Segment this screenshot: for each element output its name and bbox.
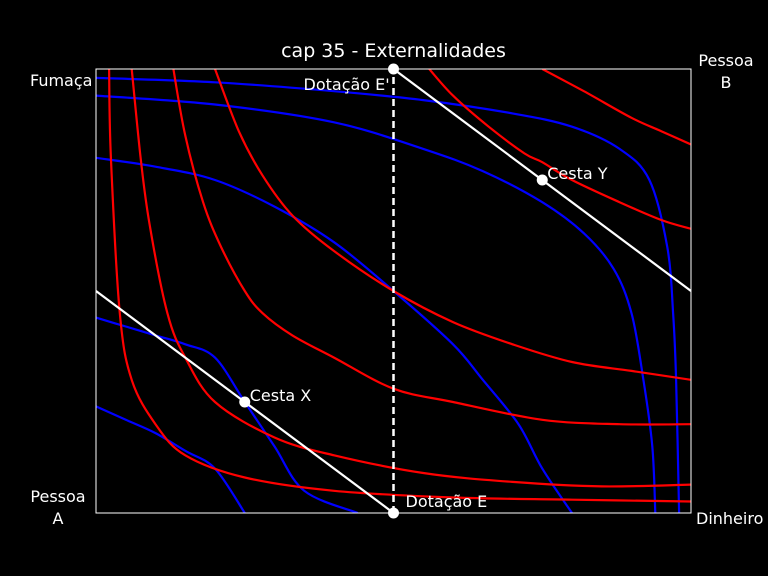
- point-marker-2: [536, 174, 548, 186]
- point-label-2: Cesta Y: [547, 164, 608, 183]
- indifference-curve-a-4: [213, 69, 691, 381]
- axis-label-top-left: Fumaça: [30, 71, 93, 90]
- indifference-curve-a-5: [428, 69, 691, 230]
- chart-title: cap 35 - Externalidades: [281, 40, 506, 62]
- point-label-1: Cesta X: [250, 386, 312, 405]
- axis-label-bottom-right: Dinheiro: [696, 509, 764, 528]
- indifference-curve-a-6: [541, 69, 691, 146]
- corner-bottom-left-line1: Pessoa: [30, 487, 86, 506]
- point-label-3: Dotação E: [406, 492, 488, 511]
- corner-top-right-line1: Pessoa: [698, 51, 754, 70]
- indifference-curve-a-3: [172, 69, 691, 426]
- point-marker-4: [388, 63, 399, 75]
- indifference-curve-a-1: [108, 69, 691, 503]
- corner-bottom-left-line2: A: [52, 509, 64, 528]
- point-label-4: Dotação E': [304, 75, 390, 94]
- indifference-curve-b-1: [96, 405, 246, 513]
- point-marker-1: [239, 396, 251, 408]
- corner-top-right-line2: B: [720, 73, 732, 92]
- indifference-curve-a-2: [130, 69, 691, 488]
- axis-label-top-right: Pessoa B: [696, 50, 756, 94]
- indifference-curve-b-3: [96, 156, 573, 513]
- point-marker-3: [388, 507, 399, 519]
- marks-layer: Cesta X Cesta Y Dotação E Dotação E': [239, 63, 608, 519]
- axis-label-bottom-left: Pessoa A: [28, 486, 88, 530]
- indifference-curve-b-4: [96, 94, 657, 513]
- plot-area: [96, 69, 691, 513]
- indifference-curve-b-5: [96, 76, 681, 513]
- indifference-curve-b-2: [96, 316, 359, 513]
